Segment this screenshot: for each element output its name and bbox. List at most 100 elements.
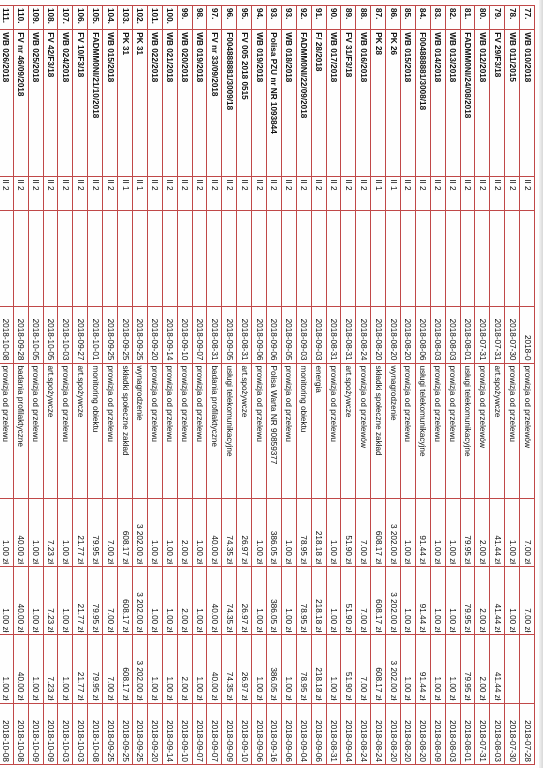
- amount-cell: 1.00 zł: [430, 498, 446, 567]
- expense-description: usługi telekomunikacyjne: [221, 363, 237, 499]
- amount-cell: 40.00 zł: [206, 498, 222, 567]
- document-date: 2018-08-31: [326, 306, 341, 363]
- document-date: 2018-08-24: [355, 306, 371, 363]
- expense-description: monitoring obiektu: [87, 363, 103, 499]
- section-code: II 2: [251, 176, 267, 211]
- section-code: II 2: [519, 176, 535, 211]
- group-cell: [0, 210, 14, 307]
- amount-settled-cell: 1.00 zł: [0, 634, 14, 704]
- section-code: II 2: [58, 176, 73, 211]
- group-cell: [519, 210, 535, 307]
- group-cell: [236, 210, 252, 307]
- expense-description: prowizja od przelewów: [519, 363, 535, 499]
- amount-cell: 7.00 zł: [102, 498, 118, 567]
- document-number: PK 31: [117, 29, 133, 177]
- amount-paid-cell: 41.44 zł: [489, 566, 505, 635]
- amount-paid-cell: 51.90 zł: [340, 566, 356, 635]
- amount-settled-cell: 1.00 zł: [445, 634, 461, 704]
- amount-paid-cell: 7.00 zł: [102, 566, 118, 635]
- group-cell: [117, 210, 133, 307]
- entry-number: 81.: [460, 5, 475, 30]
- expense-description: prowizja od przelewu: [162, 363, 178, 499]
- document-date: 2018-09-03: [311, 306, 327, 363]
- document-number: WB 015/2018: [102, 29, 118, 177]
- table-row: 106. FV 10/F3/18 II 2 2018-09-27 art.spożywc…: [72, 5, 88, 765]
- table-row: 92. FADMM0NI/22/09/2018 II 2 2018-09-03 moni…: [296, 5, 312, 765]
- expense-description: prowizja od przelewu: [251, 363, 267, 499]
- expense-description: prowizja od przelewów: [474, 363, 490, 499]
- amount-settled-cell: 1.00 zł: [430, 634, 446, 704]
- entry-number: 89.: [340, 5, 356, 30]
- amount-cell: 1.00 zł: [504, 498, 520, 567]
- table-row: 83. WB 014/2018 II 2 2018-08-03 prowizja od …: [430, 5, 446, 765]
- section-code: II 2: [28, 176, 44, 211]
- document-date: 2018-10-05: [43, 306, 58, 363]
- amount-settled-cell: 78.95 zł: [296, 634, 312, 704]
- expense-description: prowizja od przelewu: [430, 363, 446, 499]
- amount-cell: 91.44 zł: [415, 498, 431, 567]
- section-code: II 2: [296, 176, 312, 211]
- document-date: 2018-08-20: [370, 306, 386, 363]
- table-row: 102. PK 31 II 1 2018-09-25 wynagrodzenie 3 20…: [132, 5, 148, 765]
- payment-date: 2018-08-03: [489, 703, 505, 765]
- entry-number: 92.: [296, 5, 312, 30]
- group-cell: [87, 210, 103, 307]
- document-date: 2018-08-06: [415, 306, 431, 363]
- entry-number: 107.: [58, 5, 73, 30]
- document-number: WB 010/2018: [519, 29, 535, 177]
- expense-description: prowizja od przelewu: [147, 363, 163, 499]
- group-cell: [430, 210, 446, 307]
- amount-cell: 1.00 zł: [326, 498, 341, 567]
- payment-date: 2018-08-24: [355, 703, 371, 765]
- amount-settled-cell: 1.00 zł: [281, 634, 297, 704]
- document-date: 2018-07-31: [489, 306, 505, 363]
- expense-description: składki społeczne zakład: [370, 363, 386, 499]
- document-number: WB 014/2018: [430, 29, 446, 177]
- table-row: 105. FADMM0NI/21/10/2018 II 2 2018-10-01 mon…: [87, 5, 103, 765]
- expense-description: prowizja od przelewu: [192, 363, 207, 499]
- document-date: 2018-09-06: [266, 306, 282, 363]
- payment-date: 2018-09-04: [340, 703, 356, 765]
- expense-description: prowizja od przelewu: [326, 363, 341, 499]
- amount-cell: 1.00 zł: [400, 498, 416, 567]
- payment-date: 2018-08-31: [326, 703, 341, 765]
- entry-number: 93.: [266, 5, 282, 30]
- amount-settled-cell: 1.00 zł: [326, 634, 341, 704]
- group-cell: [311, 210, 327, 307]
- amount-cell: 40.00 zł: [13, 498, 29, 567]
- amount-cell: 51.90 zł: [340, 498, 356, 567]
- table-row: 88. WB 016/2018 II 2 2018-08-24 prowizja od …: [355, 5, 371, 765]
- section-code: II 2: [162, 176, 178, 211]
- table-row: 86. PK 26 II 1 2018-08-20 wynagrodzenie 3 202…: [385, 5, 401, 765]
- payment-date: 2018-09-06: [251, 703, 267, 765]
- section-code: II 2: [13, 176, 29, 211]
- entry-number: 82.: [445, 5, 461, 30]
- amount-cell: 218.18 zł: [311, 498, 327, 567]
- expense-description: art.spożywcze: [340, 363, 356, 499]
- payment-date: 2018-09-07: [192, 703, 207, 765]
- group-cell: [72, 210, 88, 307]
- expense-description: badania profilaktyczne: [206, 363, 222, 499]
- table-row: 87. PK 28 II 1 2018-08-20 składki społeczne …: [370, 5, 386, 765]
- payment-date: 2018-09-16: [266, 703, 282, 765]
- group-cell: [266, 210, 282, 307]
- section-code: II 2: [177, 176, 193, 211]
- group-cell: [206, 210, 222, 307]
- section-code: II 1: [132, 176, 148, 211]
- document-date: 2018-0: [519, 306, 535, 363]
- amount-paid-cell: 1.00 zł: [58, 566, 73, 635]
- entry-number: 91.: [311, 5, 327, 30]
- payment-date: 2018-09-25: [102, 703, 118, 765]
- amount-settled-cell: 1.00 zł: [192, 634, 207, 704]
- amount-settled-cell: 79.95 zł: [87, 634, 103, 704]
- amount-cell: 79.95 zł: [460, 498, 475, 567]
- amount-paid-cell: 1.00 zł: [430, 566, 446, 635]
- entry-number: 109.: [28, 5, 44, 30]
- section-code: II 2: [192, 176, 207, 211]
- table-row: 97. FV nr 33/09/2018 II 2 2018-08-31 badania…: [206, 5, 222, 765]
- amount-settled-cell: 7.00 zł: [102, 634, 118, 704]
- document-number: FV 42/F3/18: [43, 29, 58, 177]
- document-number: WB 025/2018: [28, 29, 44, 177]
- table-row: 96. F004888881/3009/18 II 2 2018-09-05 usług…: [221, 5, 237, 765]
- table-row: 94. WB 019/2018 II 2 2018-09-06 prowizja od …: [251, 5, 267, 765]
